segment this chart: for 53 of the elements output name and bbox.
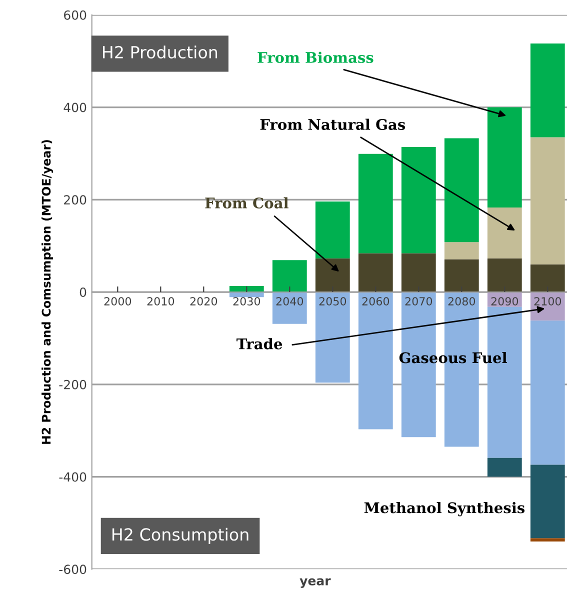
bar [229, 286, 264, 292]
bar [530, 320, 565, 465]
bar [358, 154, 393, 254]
x-tick-label: 2060 [362, 297, 390, 306]
bar [487, 208, 522, 258]
bar [444, 138, 479, 242]
bar [530, 292, 565, 321]
y-tick-label: 200 [64, 195, 86, 205]
series-label: Gaseous Fuel [399, 352, 507, 364]
x-tick-label: 2010 [147, 297, 174, 306]
bar [272, 292, 307, 324]
text: From Biomass [258, 52, 374, 64]
bar [401, 253, 436, 292]
series-label: Methanol Synthesis [364, 502, 525, 516]
x-tick-label: 2040 [276, 297, 304, 306]
bar [487, 258, 522, 292]
bar [272, 260, 307, 292]
y-tick-label: -400 [59, 472, 86, 482]
bar [444, 242, 479, 260]
annotation: H2 Production [102, 46, 218, 59]
bar [315, 258, 350, 292]
bar [315, 202, 350, 258]
bar [530, 137, 565, 264]
x-tick-label: 2050 [319, 297, 346, 306]
text: From Natural Gas [260, 118, 406, 130]
x-tick-label: 2090 [491, 297, 518, 306]
x-tick-label: 2030 [233, 297, 260, 306]
y-tick-label: 0 [80, 288, 86, 297]
bar [530, 464, 565, 538]
bar [358, 292, 393, 430]
bar [444, 259, 479, 292]
bar [530, 538, 565, 542]
bar [315, 292, 350, 383]
x-tick-label: 2020 [190, 297, 218, 306]
text: Trade [236, 338, 282, 350]
bar [358, 253, 393, 292]
y-tick-label: -200 [59, 380, 86, 390]
bar [401, 147, 436, 254]
y-tick-label: 600 [64, 10, 86, 20]
x-tick-label: 2080 [448, 297, 476, 306]
y-tick-label: 400 [64, 102, 86, 112]
x-tick-label: 2100 [534, 297, 562, 306]
bar [487, 107, 522, 208]
x-tick-label: 2000 [104, 297, 132, 306]
x-axis-title: year [300, 578, 331, 588]
bar [530, 44, 565, 138]
bar [487, 458, 522, 477]
y-axis-title: H2 Production and Comsumption (MTOE/year) [42, 140, 54, 444]
annotation: H2 Consumption [112, 528, 248, 544]
x-tick-label: 2070 [405, 297, 432, 306]
text: From Coal [205, 197, 288, 209]
bar [530, 264, 565, 292]
y-tick-label: -600 [59, 564, 86, 574]
